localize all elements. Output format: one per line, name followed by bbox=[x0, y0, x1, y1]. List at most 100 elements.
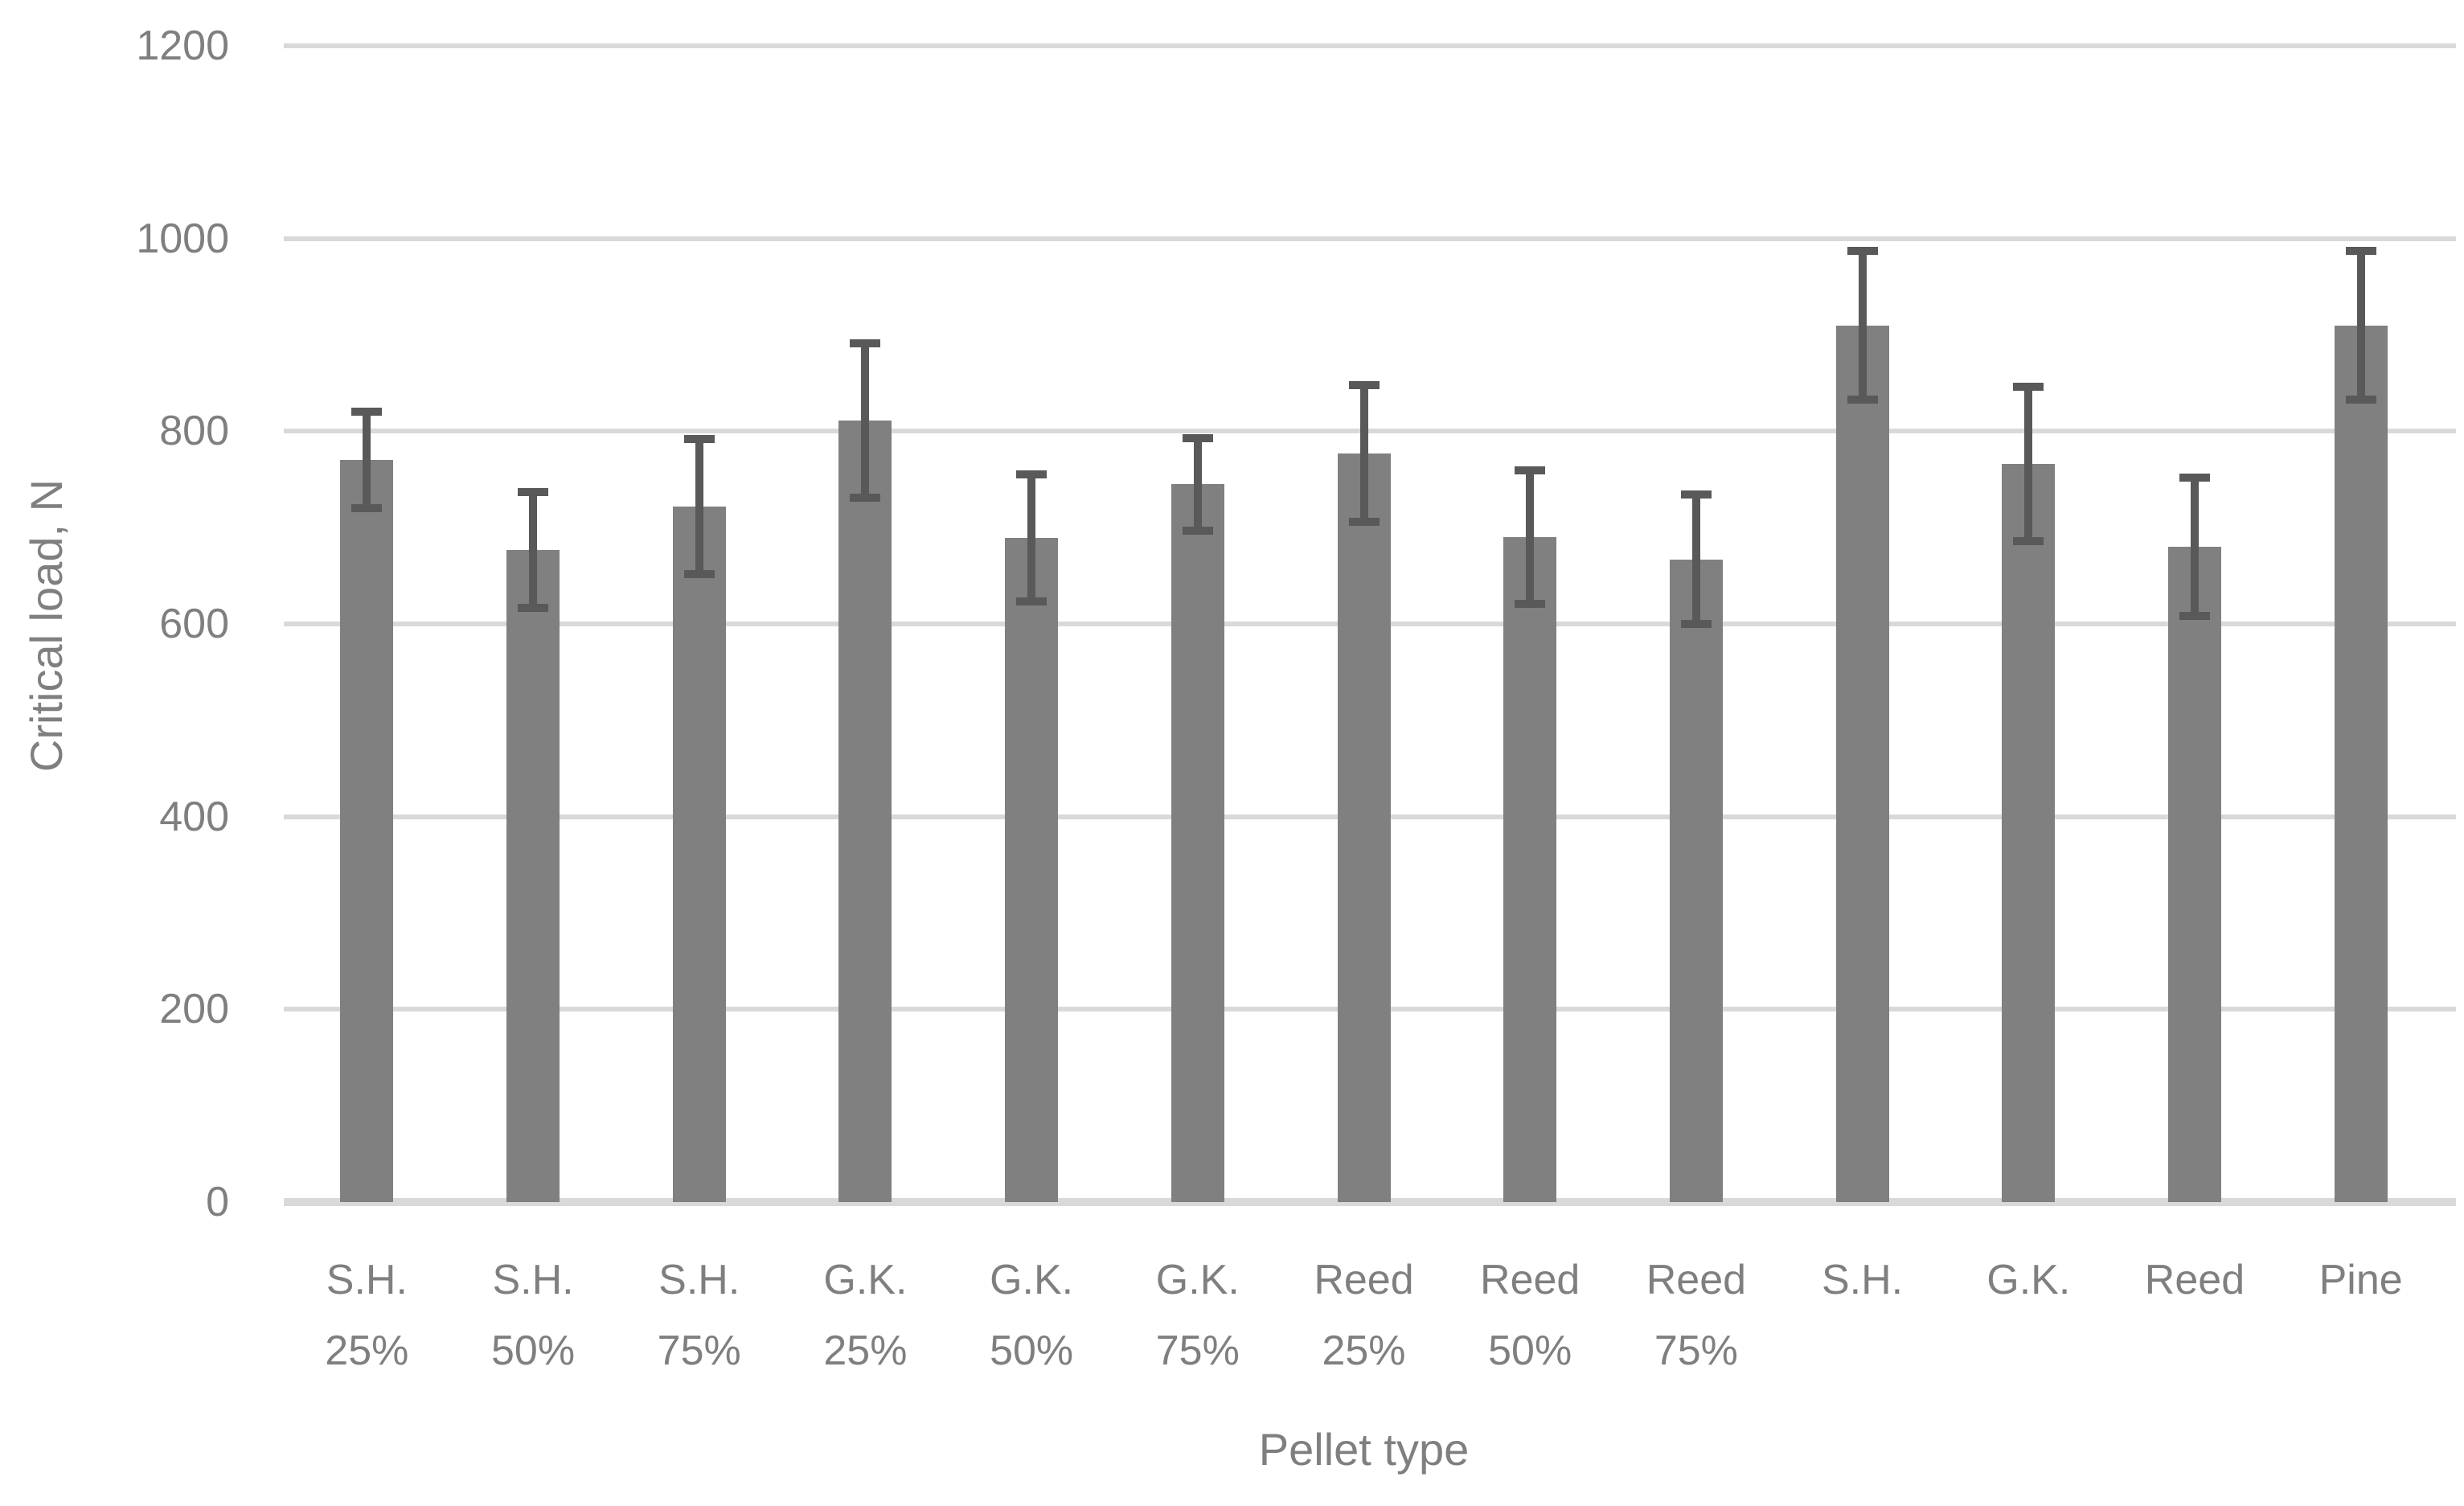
bar-reed-50 bbox=[1503, 537, 1557, 1202]
y-tick-label-800: 800 bbox=[159, 408, 229, 455]
error-bar-top-cap-reed bbox=[2179, 473, 2210, 482]
bar-s-h-75 bbox=[672, 506, 726, 1202]
error-bar-line-g-k-75 bbox=[1193, 437, 1202, 531]
gridline-1200 bbox=[284, 43, 2456, 48]
error-bar-line-s-h bbox=[1858, 251, 1867, 400]
y-tick-label-200: 200 bbox=[159, 986, 229, 1033]
x-tick-label-s-h-75: S.H. 75% bbox=[616, 1245, 782, 1386]
error-bar-bottom-cap-s-h-50 bbox=[518, 603, 549, 612]
x-tick-label-reed-25: Reed 25% bbox=[1281, 1245, 1447, 1386]
x-tick-label-line: Reed bbox=[2144, 1257, 2245, 1303]
error-bar-line-reed bbox=[2190, 477, 2199, 617]
error-bar-top-cap-pine bbox=[2345, 247, 2376, 256]
error-bar-top-cap-reed-50 bbox=[1515, 466, 1546, 475]
error-bar-bottom-cap-g-k-25 bbox=[850, 494, 881, 503]
x-tick-label-line: Reed bbox=[1646, 1257, 1747, 1303]
error-bar-line-reed-25 bbox=[1359, 384, 1368, 522]
error-bar-bottom-cap-reed-25 bbox=[1348, 517, 1380, 526]
x-tick-label-line: S.H. bbox=[1821, 1257, 1904, 1303]
error-bar-top-cap-g-k bbox=[2013, 383, 2044, 392]
x-tick-label-reed: Reed bbox=[2112, 1245, 2278, 1315]
x-tick-label-line: 75% bbox=[1155, 1327, 1240, 1374]
gridline-1000 bbox=[284, 236, 2456, 241]
x-tick-label-g-k-75: G.K. 75% bbox=[1114, 1245, 1281, 1386]
x-tick-label-s-h: S.H. bbox=[1779, 1245, 1945, 1315]
error-bar-bottom-cap-g-k-75 bbox=[1182, 526, 1213, 535]
x-tick-label-reed-75: Reed 75% bbox=[1613, 1245, 1780, 1386]
error-bar-bottom-cap-g-k-50 bbox=[1016, 597, 1048, 606]
error-bar-bottom-cap-reed bbox=[2179, 612, 2210, 621]
x-tick-label-line: 25% bbox=[325, 1327, 409, 1374]
x-tick-label-line: S.H. bbox=[658, 1257, 740, 1303]
x-tick-label-line: 75% bbox=[1654, 1327, 1738, 1374]
y-tick-label-1000: 1000 bbox=[136, 215, 229, 262]
x-tick-label-line: Pine bbox=[2318, 1257, 2403, 1303]
bar-s-h-50 bbox=[506, 549, 560, 1202]
bar-g-k-25 bbox=[838, 421, 892, 1202]
x-tick-label-g-k-50: G.K. 50% bbox=[949, 1245, 1115, 1386]
error-bar-top-cap-s-h-75 bbox=[683, 434, 715, 443]
x-tick-label-line: G.K. bbox=[1155, 1257, 1240, 1303]
x-tick-label-line: G.K. bbox=[990, 1257, 1074, 1303]
x-tick-label-line: Reed bbox=[1480, 1257, 1580, 1303]
bar-reed bbox=[2167, 547, 2221, 1202]
x-axis-title: Pellet type bbox=[1258, 1424, 1470, 1475]
error-bar-bottom-cap-s-h bbox=[1847, 395, 1878, 404]
x-tick-label-line: 50% bbox=[1488, 1327, 1572, 1374]
x-tick-label-line: G.K. bbox=[1986, 1257, 2071, 1303]
x-tick-label-g-k: G.K. bbox=[1945, 1245, 2112, 1315]
error-bar-top-cap-s-h bbox=[1847, 247, 1878, 256]
error-bar-line-reed-50 bbox=[1526, 470, 1535, 604]
x-tick-label-line: 75% bbox=[657, 1327, 741, 1374]
error-bar-bottom-cap-s-h-25 bbox=[351, 504, 383, 513]
x-tick-label-line: G.K. bbox=[823, 1257, 908, 1303]
error-bar-bottom-cap-reed-50 bbox=[1515, 599, 1546, 608]
x-tick-label-line: 25% bbox=[1322, 1327, 1406, 1374]
error-bar-line-g-k bbox=[2024, 387, 2033, 541]
error-bar-top-cap-g-k-50 bbox=[1016, 470, 1048, 479]
error-bar-top-cap-reed-75 bbox=[1680, 490, 1712, 499]
x-tick-label-line: 50% bbox=[490, 1327, 576, 1374]
y-tick-label-400: 400 bbox=[159, 793, 229, 840]
error-bar-top-cap-s-h-50 bbox=[518, 487, 549, 496]
bar-reed-75 bbox=[1669, 559, 1723, 1202]
error-bar-bottom-cap-s-h-75 bbox=[683, 569, 715, 578]
error-bar-line-s-h-25 bbox=[363, 412, 371, 509]
x-tick-label-line: Reed bbox=[1314, 1257, 1414, 1303]
bar-g-k-50 bbox=[1005, 538, 1059, 1202]
error-bar-line-reed-75 bbox=[1691, 494, 1700, 624]
x-tick-label-pine: Pine bbox=[2277, 1245, 2444, 1315]
x-tick-label-line: S.H. bbox=[326, 1257, 408, 1303]
error-bar-line-g-k-50 bbox=[1027, 474, 1036, 602]
error-bar-top-cap-g-k-75 bbox=[1182, 433, 1213, 442]
bar-g-k bbox=[2002, 464, 2056, 1202]
x-tick-label-s-h-50: S.H. 50% bbox=[450, 1245, 617, 1386]
error-bar-top-cap-reed-25 bbox=[1348, 380, 1380, 389]
y-tick-label-1200: 1200 bbox=[136, 23, 229, 69]
x-tick-label-line: S.H. bbox=[492, 1257, 574, 1303]
error-bar-line-g-k-25 bbox=[861, 343, 870, 498]
error-bar-line-pine bbox=[2356, 251, 2365, 400]
gridline-0 bbox=[284, 1198, 2456, 1206]
error-bar-line-s-h-50 bbox=[529, 491, 538, 608]
y-tick-label-600: 600 bbox=[159, 601, 229, 647]
x-tick-label-g-k-25: G.K. 25% bbox=[782, 1245, 949, 1386]
y-tick-label-0: 0 bbox=[206, 1179, 229, 1225]
x-tick-label-reed-50: Reed 50% bbox=[1447, 1245, 1613, 1386]
bar-g-k-75 bbox=[1171, 484, 1224, 1202]
x-tick-label-s-h-25: S.H. 25% bbox=[284, 1245, 450, 1386]
gridline-800 bbox=[284, 429, 2456, 434]
error-bar-bottom-cap-reed-75 bbox=[1680, 620, 1712, 628]
error-bar-top-cap-g-k-25 bbox=[850, 339, 881, 348]
error-bar-bottom-cap-g-k bbox=[2013, 536, 2044, 545]
error-bar-top-cap-s-h-25 bbox=[351, 408, 383, 417]
bar-pine bbox=[2334, 325, 2388, 1202]
error-bar-line-s-h-75 bbox=[695, 438, 703, 574]
error-bar-bottom-cap-pine bbox=[2345, 395, 2376, 404]
bar-s-h-25 bbox=[340, 460, 394, 1202]
x-tick-label-line: 50% bbox=[990, 1327, 1074, 1374]
x-tick-label-line: 25% bbox=[823, 1327, 908, 1374]
bar-reed-25 bbox=[1337, 453, 1391, 1202]
bar-s-h bbox=[1835, 325, 1889, 1202]
